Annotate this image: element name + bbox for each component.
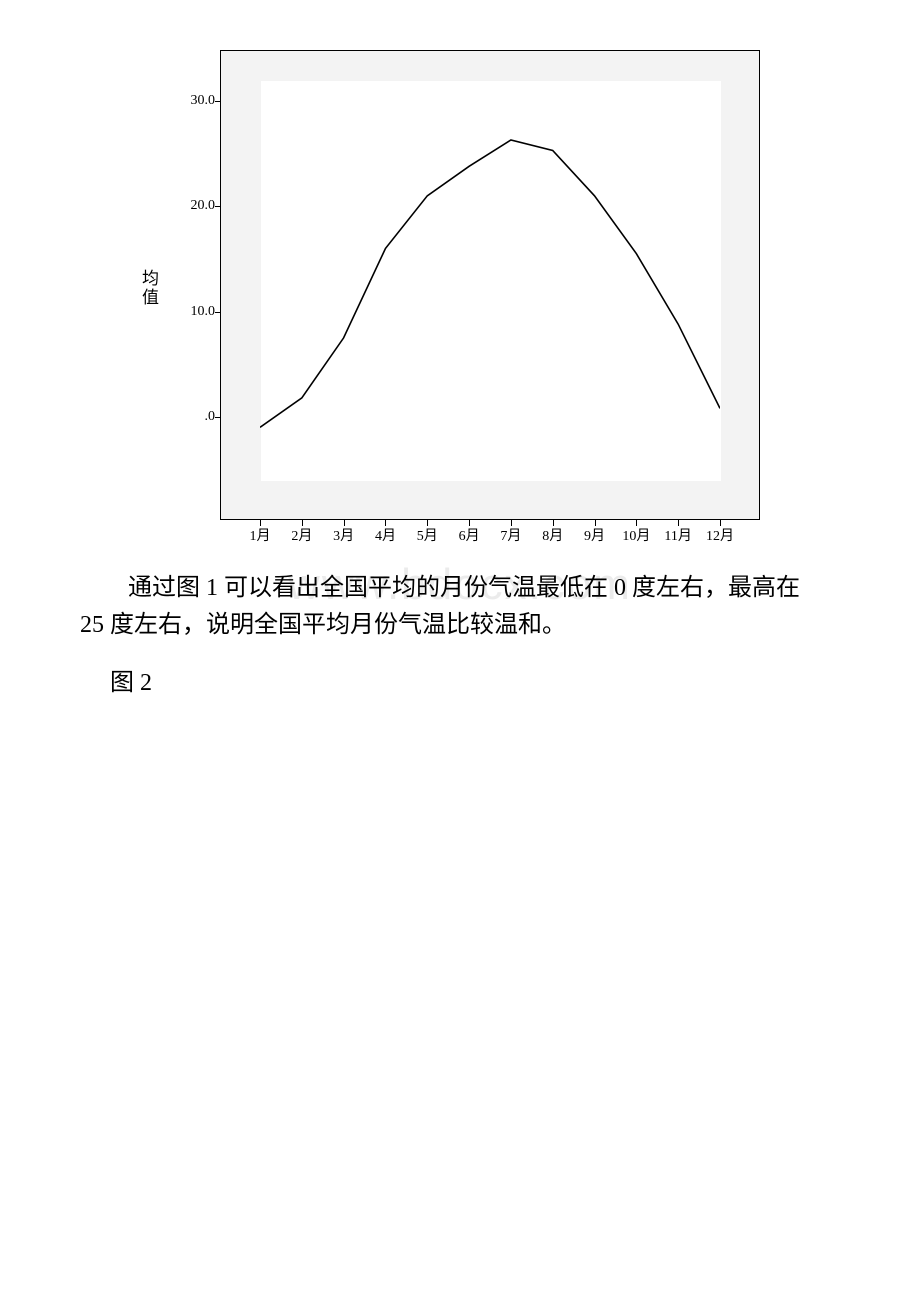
x-tick-label: 8月 (542, 525, 563, 545)
analysis-paragraph: 通过图 1 可以看出全国平均的月份气温最低在 0 度左右，最高在 25 度左右，… (80, 570, 840, 644)
y-tick-mark (215, 417, 221, 418)
x-tick-label: 7月 (500, 525, 521, 545)
x-tick-mark (511, 520, 512, 526)
x-tick-label: 1月 (250, 525, 271, 545)
x-tick-mark (720, 520, 721, 526)
y-axis-label: 均 值 (142, 270, 159, 307)
x-tick-label: 10月 (622, 525, 650, 545)
chart-box: 均 值 .010.020.030.0 1月2月3月4月5月6月7月8月9月10月… (160, 50, 760, 560)
y-tick-mark (215, 101, 221, 102)
x-tick-mark (636, 520, 637, 526)
x-tick-label: 4月 (375, 525, 396, 545)
y-tick-label: 30.0 (165, 93, 215, 109)
y-tick-mark (215, 206, 221, 207)
figure-2-label: 图 2 (110, 662, 840, 697)
x-tick-label: 6月 (459, 525, 480, 545)
x-tick-label: 2月 (291, 525, 312, 545)
para-text-1: 通过图 1 可以看出全国平均的月份气温最低在 0 度左右，最高在 (128, 575, 800, 601)
x-tick-mark (385, 520, 386, 526)
x-tick-label: 5月 (417, 525, 438, 545)
y-tick-label: 20.0 (165, 198, 215, 214)
y-axis-label-char: 均 (142, 270, 159, 289)
para-text-2: 25 度左右，说明全国平均月份气温比较温和。 (80, 612, 566, 638)
document-page: 均 值 .0 10.0 20.0 30.0 1月 2月 3月 4月 5月 6月 7月 8月 9月 10月… (0, 0, 920, 757)
x-tick-mark (302, 520, 303, 526)
x-tick-mark (595, 520, 596, 526)
y-tick-label: .0 (165, 409, 215, 425)
x-tick-mark (427, 520, 428, 526)
x-tick-mark (260, 520, 261, 526)
x-tick-mark (678, 520, 679, 526)
y-tick-mark (215, 312, 221, 313)
y-axis-label-char: 值 (142, 289, 159, 308)
x-tick-mark (553, 520, 554, 526)
x-tick-mark (469, 520, 470, 526)
x-tick-label: 11月 (664, 525, 691, 545)
data-polyline (260, 140, 720, 427)
x-tick-label: 12月 (706, 525, 734, 545)
x-tick-mark (344, 520, 345, 526)
x-tick-label: 9月 (584, 525, 605, 545)
chart-container: 均 值 .010.020.030.0 1月2月3月4月5月6月7月8月9月10月… (160, 50, 840, 560)
chart-line-svg (260, 80, 720, 480)
x-tick-label: 3月 (333, 525, 354, 545)
y-tick-label: 10.0 (165, 304, 215, 320)
